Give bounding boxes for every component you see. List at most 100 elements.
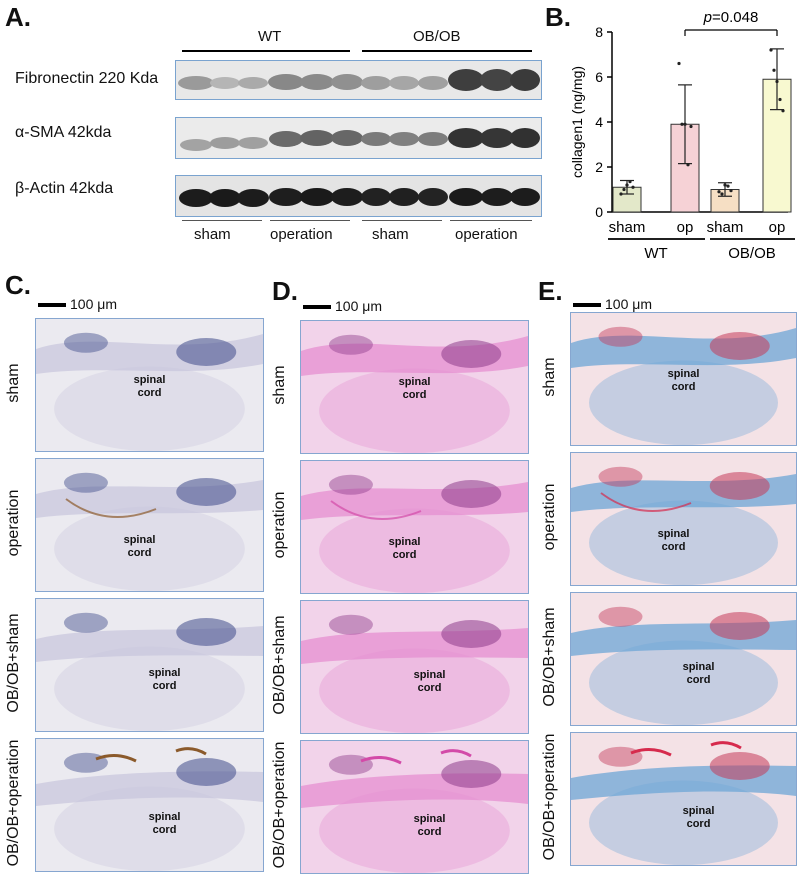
p-value-label: p=0.048 [703,9,759,26]
data-point [628,180,632,184]
condition-line [182,220,262,221]
condition-line [450,220,532,221]
y-tick-label: 0 [595,204,603,220]
tissue-label: spinal cord [664,368,704,394]
histology-image-d-2: spinal cord [300,460,529,594]
y-tick-label: 8 [595,24,603,40]
row-label-c-1: sham [5,363,22,403]
histology-image-d-1: spinal cord [300,320,529,454]
data-point [686,163,690,167]
tissue-label-line: cord [127,547,152,559]
data-point [689,124,693,129]
tissue-label-line: spinal [413,669,446,681]
blot-row-label: β-Actin 42kda [15,180,114,197]
fibronectin-bands [178,69,540,91]
tissue-label-line: cord [137,387,162,399]
group-label-obob: OB/OB [728,245,776,262]
tissue-texture [36,612,263,731]
data-point [772,68,776,72]
condition-label: operation [455,226,518,243]
data-point [677,61,681,66]
tissue-label-line: spinal [667,368,700,380]
tissue-label-line: cord [686,674,711,686]
tissue-texture [36,332,263,451]
row-label-c-4: OB/OB+operation [5,739,22,867]
row-label-d-1: sham [271,365,288,405]
condition-line [270,220,350,221]
tissue-texture [571,741,796,865]
y-tick-label: 2 [595,159,603,175]
tissue-texture [301,334,528,453]
scale-bar-line [303,305,331,310]
wt-group-line [182,50,350,52]
row-label-c-3: OB/OB+sham [5,613,22,713]
tissue-label-line: cord [686,818,711,830]
tissue-texture [571,326,796,445]
scale-bar-label: 100 μm [605,296,652,312]
blot-row-label: α-SMA 42kda [15,124,112,141]
tissue-label-line: spinal [148,667,181,679]
scale-bar: 100 μm [303,298,382,314]
tissue-label: spinal cord [385,536,425,562]
condition-label: operation [270,226,333,243]
histology-image-d-3: spinal cord [300,600,529,734]
data-point [726,184,730,188]
data-point [625,183,629,187]
tissue-label-line: spinal [388,536,421,548]
x-tick-label: sham [609,219,646,236]
row-label-d-2: operation [271,491,288,559]
condition-line [362,220,442,221]
histology-image-e-2: spinal cord [570,452,797,586]
tissue-label-line: cord [152,680,177,692]
data-point [622,187,626,192]
panel-c-letter: C. [5,270,31,300]
actin-bands [179,188,540,207]
blot-row-label: Fibronectin 220 Kda [15,70,159,87]
tissue-label: spinal cord [679,661,719,687]
data-point [723,183,727,187]
y-tick-label: 4 [595,114,603,130]
tissue-texture [571,606,796,725]
row-label-c-2: operation [5,489,22,557]
fibronectin-blot [175,60,542,100]
condition-label: sham [372,226,409,243]
tissue-label-line: cord [417,682,442,694]
scale-bar-line [573,303,601,308]
condition-label: sham [194,226,231,243]
panel-a-letter: A. [5,2,31,32]
tissue-label-line: cord [392,549,417,561]
row-label-e-1: sham [541,357,558,397]
tissue-texture [301,614,528,733]
group-label-obob: OB/OB [413,28,461,45]
row-label-e-2: operation [541,483,558,551]
histology-image-c-1: spinal cord [35,318,264,452]
panel-e-letter: E. [538,276,563,306]
panel-d-letter: D. [272,276,298,306]
data-point [778,97,782,102]
group-label-wt: WT [644,245,667,262]
tissue-label-line: spinal [657,528,690,540]
tissue-label-line: spinal [148,811,181,823]
y-tick-label: 6 [595,69,603,85]
data-point [619,192,623,196]
tissue-label-line: cord [417,826,442,838]
row-label-d-4: OB/OB+operation [271,741,288,869]
histology-image-d-4: spinal cord [300,740,529,874]
tissue-label-line: cord [152,824,177,836]
data-point [683,122,687,126]
asma-blot [175,117,542,159]
tissue-texture [571,466,796,585]
tissue-label: spinal cord [395,376,435,402]
bar [670,123,700,213]
tissue-label-line: spinal [123,534,156,546]
y-axis-label: collagen1 (ng/mg) [569,66,585,178]
row-label-e-4: OB/OB+operation [541,733,558,861]
actin-blot [175,175,542,217]
tissue-label-line: cord [671,381,696,393]
obob-group-line [362,50,532,52]
tissue-label: spinal cord [145,811,185,837]
x-tick-label: op [677,219,694,236]
tissue-label-line: spinal [413,813,446,825]
group-label-wt: WT [258,28,282,45]
